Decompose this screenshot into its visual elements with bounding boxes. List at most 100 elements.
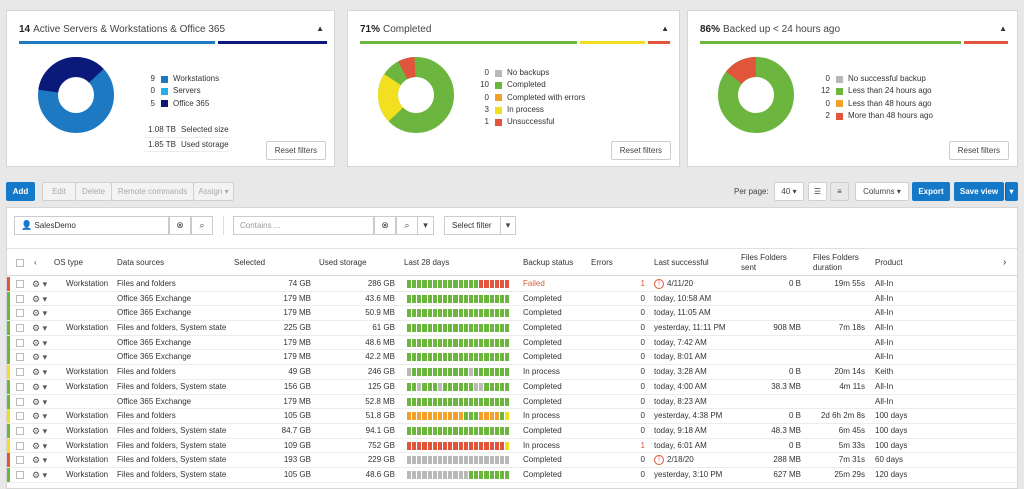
col-selected[interactable]: Selected (234, 258, 266, 267)
legend-item[interactable]: 1 Unsuccessful (484, 117, 555, 127)
search-icon[interactable]: ⌕ (396, 216, 418, 235)
error-count[interactable]: 0 (640, 455, 645, 465)
col-errors[interactable]: Errors (591, 258, 613, 267)
search-options-chevron-down-icon[interactable]: ▾ (417, 216, 434, 235)
error-count[interactable]: 0 (640, 293, 645, 303)
row-checkbox[interactable] (16, 280, 24, 288)
add-button[interactable]: Add (6, 182, 35, 201)
select-all-checkbox[interactable] (16, 259, 24, 267)
table-row[interactable]: ⚙ ▾ Office 365 Exchange 179 MB 48.6 MB Compl… (7, 335, 1017, 351)
export-button[interactable]: Export (912, 182, 950, 201)
row-checkbox[interactable] (16, 382, 24, 391)
table-row[interactable]: ⚙ ▾ Workstation Files and folders, System … (7, 438, 1017, 454)
scroll-left-chevron-icon[interactable]: ‹ (34, 258, 37, 267)
collapse-caret-icon[interactable]: ▲ (316, 24, 324, 33)
scroll-right-chevron-icon[interactable]: › (1003, 257, 1007, 268)
contains-search-input[interactable]: Contains ... (233, 216, 374, 235)
col-files-duration[interactable]: Files Folders duration (813, 253, 859, 272)
table-row[interactable]: ⚙ ▾ Workstation Files and folders, System … (7, 379, 1017, 395)
row-checkbox[interactable] (16, 470, 24, 479)
table-row[interactable]: ⚙ ▾ Workstation Files and folders 105 GB 51.… (7, 409, 1017, 424)
error-count[interactable]: 0 (640, 396, 645, 406)
row-checkbox[interactable] (16, 441, 24, 450)
table-row[interactable]: ⚙ ▾ Workstation Files and folders, System … (7, 467, 1017, 483)
per-page-select[interactable]: 40 ▾ (774, 182, 804, 201)
col-used-storage[interactable]: Used storage (319, 258, 367, 267)
delete-button[interactable]: Delete (75, 182, 112, 201)
row-checkbox[interactable] (16, 324, 24, 333)
row-checkbox[interactable] (16, 426, 24, 435)
legend-item[interactable]: 3 In process (484, 104, 544, 114)
legend-item[interactable]: 0 No successful backup (825, 74, 926, 83)
row-checkbox[interactable] (16, 456, 24, 465)
legend-item[interactable]: 10 Completed (480, 80, 546, 90)
reset-filters-button[interactable]: Reset filters (265, 141, 326, 160)
row-checkbox[interactable] (16, 338, 24, 347)
table-row[interactable]: ⚙ ▾ Office 365 Exchange 179 MB 50.9 MB Compl… (7, 306, 1017, 322)
legend-item[interactable]: 0 Less than 48 hours ago (825, 98, 932, 108)
row-checkbox[interactable] (16, 397, 24, 406)
legend-item[interactable]: 9 Workstations (150, 74, 220, 83)
collapse-caret-icon[interactable]: ▲ (661, 24, 669, 33)
gear-icon[interactable]: ⚙ ▾ (32, 367, 48, 378)
remote-commands-button[interactable]: Remote commands (111, 182, 194, 201)
row-checkbox[interactable] (16, 368, 24, 377)
legend-item[interactable]: 5 Office 365 (150, 98, 210, 108)
gear-icon[interactable]: ⚙ ▾ (32, 440, 48, 451)
error-count[interactable]: 0 (640, 352, 645, 362)
legend-item[interactable]: 0 Servers (150, 86, 201, 96)
customer-filter[interactable]: 👤 SalesDemo (14, 216, 169, 235)
col-backup-status[interactable]: Backup status (523, 258, 574, 267)
col-os-type[interactable]: OS type (54, 258, 83, 267)
legend-item[interactable]: 12 Less than 24 hours ago (821, 86, 932, 96)
error-count[interactable]: 0 (640, 425, 645, 435)
clear-search-icon[interactable]: ⊗ (374, 216, 396, 235)
error-count[interactable]: 0 (640, 411, 645, 421)
assign-button[interactable]: Assign ▾ (193, 182, 234, 201)
error-count[interactable]: 0 (640, 381, 645, 391)
gear-icon[interactable]: ⚙ ▾ (32, 381, 48, 392)
table-row[interactable]: ⚙ ▾ Workstation Files and folders, System … (7, 423, 1017, 439)
gear-icon[interactable]: ⚙ ▾ (32, 425, 48, 436)
reset-filters-button[interactable]: Reset filters (610, 141, 671, 160)
row-checkbox[interactable] (16, 294, 24, 303)
gear-icon[interactable]: ⚙ ▾ (32, 455, 48, 466)
error-count[interactable]: 1 (640, 279, 645, 288)
col-data-sources[interactable]: Data sources (117, 258, 165, 267)
save-view-button[interactable]: Save view (954, 182, 1004, 201)
compact-view-icon[interactable]: ≡ (830, 182, 849, 201)
select-filter-button[interactable]: Select filter (444, 216, 501, 235)
table-row[interactable]: ⚙ ▾ Workstation Files and folders, System … (7, 453, 1017, 468)
gear-icon[interactable]: ⚙ ▾ (32, 293, 48, 304)
error-count[interactable]: 0 (640, 469, 645, 479)
gear-icon[interactable]: ⚙ ▾ (32, 469, 48, 480)
gear-icon[interactable]: ⚙ ▾ (32, 337, 48, 348)
legend-item[interactable]: 0 No backups (484, 68, 550, 77)
legend-item[interactable]: 2 More than 48 hours ago (825, 110, 933, 120)
error-count[interactable]: 0 (640, 308, 645, 318)
gear-icon[interactable]: ⚙ ▾ (32, 279, 48, 289)
error-count[interactable]: 0 (640, 367, 645, 377)
error-count[interactable]: 0 (640, 337, 645, 347)
table-row[interactable]: ⚙ ▾ Workstation Files and folders, System … (7, 321, 1017, 336)
legend-item[interactable]: 0 Completed with errors (484, 92, 586, 102)
error-count[interactable]: 1 (640, 440, 645, 450)
gear-icon[interactable]: ⚙ ▾ (32, 352, 48, 363)
row-checkbox[interactable] (16, 412, 24, 421)
clear-customer-icon[interactable]: ⊗ (169, 216, 191, 235)
col-product[interactable]: Product (875, 258, 903, 267)
save-view-dropdown-icon[interactable]: ▾ (1005, 182, 1018, 201)
table-row[interactable]: ⚙ ▾ Office 365 Exchange 179 MB 43.6 MB Compl… (7, 291, 1017, 307)
columns-button[interactable]: Columns ▾ (855, 182, 909, 201)
col-last-successful[interactable]: Last successful (654, 258, 709, 267)
select-filter-chevron-down-icon[interactable]: ▾ (500, 216, 516, 235)
gear-icon[interactable]: ⚙ ▾ (32, 411, 48, 422)
gear-icon[interactable]: ⚙ ▾ (32, 396, 48, 407)
col-last-28-days[interactable]: Last 28 days (404, 258, 450, 267)
list-view-icon[interactable]: ☰ (808, 182, 827, 201)
search-customer-icon[interactable]: ⌕ (191, 216, 213, 235)
table-row[interactable]: ⚙ ▾ Office 365 Exchange 179 MB 42.2 MB Compl… (7, 350, 1017, 366)
gear-icon[interactable]: ⚙ ▾ (32, 308, 48, 319)
gear-icon[interactable]: ⚙ ▾ (32, 323, 48, 334)
edit-button[interactable]: Edit (42, 182, 76, 201)
